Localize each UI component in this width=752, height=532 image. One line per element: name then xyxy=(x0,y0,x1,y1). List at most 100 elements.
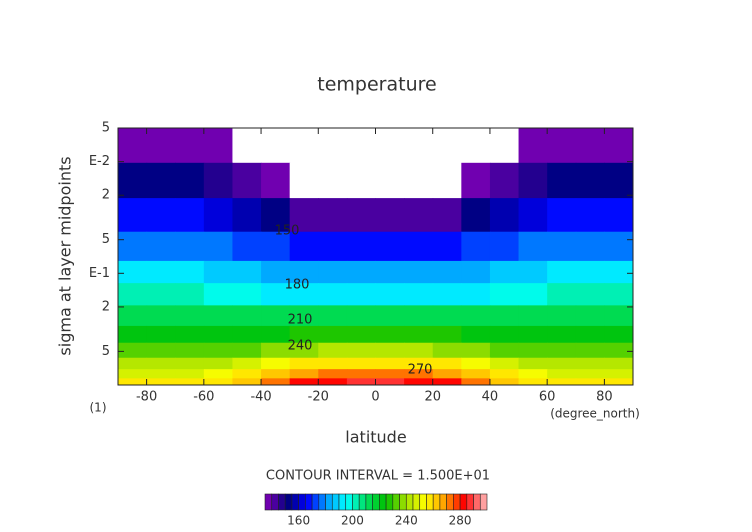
contour-cell xyxy=(518,162,548,199)
contour-cell xyxy=(146,162,176,199)
colorbar-band xyxy=(439,493,447,511)
contour-cell xyxy=(375,369,405,379)
contour-cell xyxy=(175,325,205,344)
contour-cell xyxy=(146,305,176,327)
contour-cell xyxy=(489,231,520,262)
contour-cell xyxy=(432,378,462,386)
contour-cell xyxy=(175,162,205,199)
colorbar-band xyxy=(399,493,407,511)
contour-cell xyxy=(146,198,176,233)
contour-label: 210 xyxy=(288,313,313,328)
contour-cell xyxy=(404,325,434,344)
contour-cell xyxy=(489,357,520,370)
colorbar-band xyxy=(379,493,387,511)
y-tick-label: 5 xyxy=(102,232,110,247)
contour-cell xyxy=(604,260,634,284)
contour-cell xyxy=(232,260,262,284)
contour-cell xyxy=(175,342,205,359)
contour-cell xyxy=(489,305,520,327)
contour-cell xyxy=(461,378,491,386)
x-tick-label: -60 xyxy=(193,390,214,405)
contour-cell xyxy=(432,283,462,306)
colorbar-tick-label: 160 xyxy=(287,514,310,528)
contour-cell xyxy=(461,198,491,233)
contour-cell xyxy=(318,357,348,370)
contour-cell xyxy=(489,260,520,284)
contour-cell xyxy=(346,128,376,164)
colorbar-band xyxy=(365,493,373,511)
contour-cell xyxy=(346,342,376,359)
colorbar-band xyxy=(412,493,421,511)
contour-cell xyxy=(318,378,348,386)
contour-cell xyxy=(461,128,491,164)
contour-cell xyxy=(404,260,434,284)
contour-cell xyxy=(261,305,291,327)
contour-cell xyxy=(547,260,577,284)
contour-cell xyxy=(489,369,520,379)
contour-cell xyxy=(404,342,434,359)
colorbar-band xyxy=(271,493,279,511)
contour-cell xyxy=(318,325,348,344)
colorbar-tick-label: 200 xyxy=(341,514,364,528)
contour-cell xyxy=(489,283,520,306)
contour-cell xyxy=(547,283,577,306)
contour-cell xyxy=(375,231,405,262)
contour-cell xyxy=(604,162,634,199)
contour-cell xyxy=(203,231,233,262)
colorbar-band xyxy=(459,493,468,511)
contour-cell xyxy=(175,198,205,233)
contour-cell xyxy=(375,283,405,306)
contour-cell xyxy=(346,357,376,370)
contour-cell xyxy=(575,283,605,306)
contour-cell xyxy=(118,128,148,164)
contour-cell xyxy=(346,378,376,386)
contour-cell xyxy=(175,260,205,284)
contour-cell xyxy=(604,198,634,233)
colorbar-band xyxy=(392,493,400,511)
contour-cell xyxy=(318,231,348,262)
contour-cell xyxy=(318,128,348,164)
contour-cell xyxy=(346,231,376,262)
contour-cell xyxy=(404,378,434,386)
colorbar-band xyxy=(305,493,313,511)
contour-cell xyxy=(518,283,548,306)
contour-cell xyxy=(518,342,548,359)
x-units: (degree_north) xyxy=(550,407,640,421)
contour-cell xyxy=(289,357,319,370)
contour-cell xyxy=(261,325,291,344)
contour-label: 270 xyxy=(408,363,433,378)
colorbar-band xyxy=(432,493,441,511)
contour-cell xyxy=(232,305,262,327)
colorbar-band xyxy=(385,493,394,511)
contour-cell xyxy=(203,128,233,164)
contour-cell xyxy=(604,305,634,327)
colorbar-tick-label: 240 xyxy=(395,514,418,528)
contour-cell xyxy=(289,162,319,199)
contour-cell xyxy=(547,128,577,164)
contour-cell xyxy=(146,342,176,359)
contour-cell xyxy=(203,378,233,386)
chart-title: temperature xyxy=(317,74,436,96)
plot-cells xyxy=(118,128,634,386)
contour-cell xyxy=(175,128,205,164)
contour-cell xyxy=(146,283,176,306)
contour-cell xyxy=(289,231,319,262)
contour-cell xyxy=(575,378,605,386)
colorbar-band xyxy=(345,493,353,511)
colorbar-band xyxy=(352,493,360,511)
contour-cell xyxy=(261,198,291,233)
contour-cell xyxy=(318,260,348,284)
colorbar-band xyxy=(311,493,320,511)
contour-cell xyxy=(118,369,148,379)
contour-cell xyxy=(118,283,148,306)
contour-cell xyxy=(547,357,577,370)
contour-cell xyxy=(175,305,205,327)
contour-cell xyxy=(404,231,434,262)
x-tick-label: 0 xyxy=(371,390,379,405)
contour-cell xyxy=(118,357,148,370)
contour-cell xyxy=(547,162,577,199)
contour-cell xyxy=(461,357,491,370)
contour-cell xyxy=(604,283,634,306)
contour-cell xyxy=(404,357,434,370)
contour-cell xyxy=(175,231,205,262)
